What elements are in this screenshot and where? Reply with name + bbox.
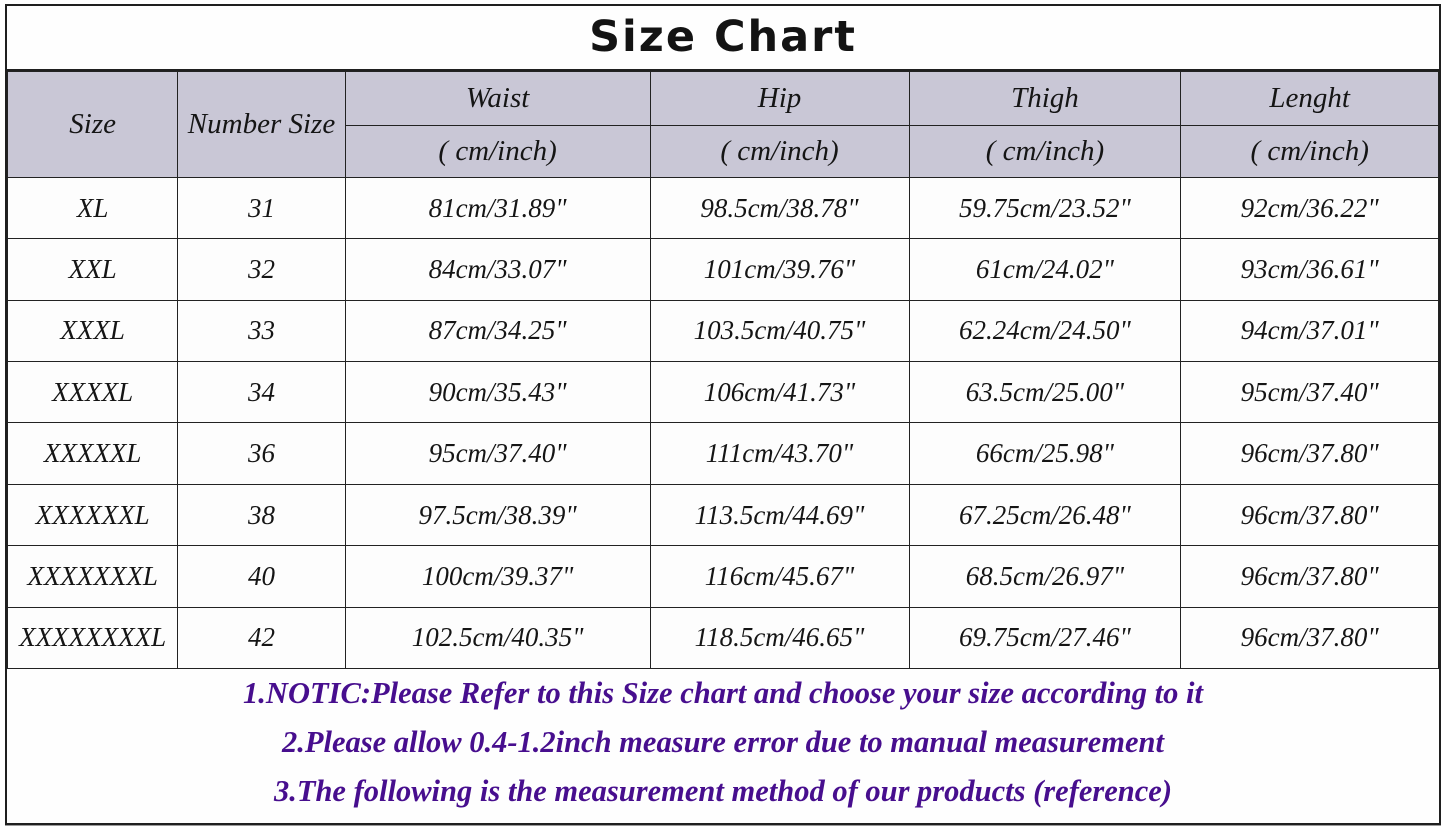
table-cell: 96cm/37.80" — [1180, 606, 1439, 670]
table-cell: XXXXXXXXL — [6, 606, 179, 670]
table-cell: 38 — [177, 483, 346, 547]
size-table-body: XL 31 81cm/31.89" 98.5cm/38.78" 59.75cm/23.5… — [6, 176, 1439, 670]
column-header-hip: Hip — [649, 70, 910, 126]
header-row-names: Size Number Size Waist Hip Thigh Lenght — [6, 70, 1439, 178]
table-cell: 62.24cm/24.50" — [908, 299, 1182, 363]
table-cell: 96cm/37.80" — [1180, 422, 1439, 485]
table-row: XXXXL 34 90cm/35.43" 106cm/41.73" 63.5cm/25.… — [6, 361, 1439, 424]
table-cell: 97.5cm/38.39" — [344, 483, 651, 547]
table-cell: XXXL — [6, 299, 179, 363]
table-row: XL 31 81cm/31.89" 98.5cm/38.78" 59.75cm/23.5… — [6, 176, 1439, 240]
table-cell: 81cm/31.89" — [344, 176, 651, 240]
table-cell: 68.5cm/26.97" — [908, 545, 1182, 608]
page-title: Size Chart — [589, 12, 857, 63]
table-cell: 100cm/39.37" — [344, 545, 651, 608]
table-cell: 90cm/35.43" — [344, 361, 651, 424]
table-cell: 93cm/36.61" — [1180, 238, 1439, 301]
table-cell: 95cm/37.40" — [1180, 361, 1439, 424]
size-chart-sheet: Size Chart Size Number Size Waist Hip Th… — [5, 4, 1441, 825]
table-cell: 31 — [177, 176, 346, 240]
table-cell: 103.5cm/40.75" — [649, 299, 910, 363]
note-line-2: 2.Please allow 0.4-1.2inch measure error… — [282, 725, 1164, 759]
table-cell: XXXXXXL — [6, 483, 179, 547]
table-cell: 84cm/33.07" — [344, 238, 651, 301]
table-cell: XXXXXXXL — [6, 545, 179, 608]
table-cell: 95cm/37.40" — [344, 422, 651, 485]
table-cell: 92cm/36.22" — [1180, 176, 1439, 240]
column-unit-waist: ( cm/inch) — [344, 124, 651, 178]
table-cell: 96cm/37.80" — [1180, 545, 1439, 608]
table-cell: 36 — [177, 422, 346, 485]
column-header-size: Size — [6, 70, 179, 178]
table-cell: 63.5cm/25.00" — [908, 361, 1182, 424]
table-cell: 102.5cm/40.35" — [344, 606, 651, 670]
table-cell: 94cm/37.01" — [1180, 299, 1439, 363]
note-line-3: 3.The following is the measurement metho… — [273, 774, 1173, 808]
table-cell: 66cm/25.98" — [908, 422, 1182, 485]
table-row: XXXXXXXL 40 100cm/39.37" 116cm/45.67" 68.5cm… — [6, 545, 1439, 608]
table-cell: 96cm/37.80" — [1180, 483, 1439, 547]
column-unit-lenght: ( cm/inch) — [1180, 124, 1439, 178]
notes-section: 1.NOTIC:Please Refer to this Size chart … — [7, 669, 1439, 823]
table-cell: 116cm/45.67" — [649, 545, 910, 608]
table-cell: 118.5cm/46.65" — [649, 606, 910, 670]
header-row-units: ( cm/inch) ( cm/inch) ( cm/inch) ( cm/in… — [8, 124, 1439, 178]
size-table-header: Size Number Size Waist Hip Thigh Lenght … — [6, 70, 1439, 178]
table-cell: 42 — [177, 606, 346, 670]
table-cell: 106cm/41.73" — [649, 361, 910, 424]
table-cell: 87cm/34.25" — [344, 299, 651, 363]
table-cell: 67.25cm/26.48" — [908, 483, 1182, 547]
table-row: XXXXXXL 38 97.5cm/38.39" 113.5cm/44.69" 67.2… — [6, 483, 1439, 547]
table-cell: 111cm/43.70" — [649, 422, 910, 485]
table-cell: XXXXXL — [6, 422, 179, 485]
table-cell: 33 — [177, 299, 346, 363]
table-cell: 113.5cm/44.69" — [649, 483, 910, 547]
title-band: Size Chart — [7, 6, 1439, 71]
column-unit-hip: ( cm/inch) — [649, 124, 910, 178]
note-line-1: 1.NOTIC:Please Refer to this Size chart … — [243, 676, 1203, 710]
table-cell: XXXXL — [6, 361, 179, 424]
column-header-number-size: Number Size — [177, 70, 346, 178]
table-cell: 59.75cm/23.52" — [908, 176, 1182, 240]
column-header-lenght: Lenght — [1180, 70, 1439, 126]
table-row: XXXXXL 36 95cm/37.40" 111cm/43.70" 66cm/25.9… — [6, 422, 1439, 485]
table-cell: XL — [6, 176, 179, 240]
table-cell: XXL — [6, 238, 179, 301]
table-cell: 34 — [177, 361, 346, 424]
column-header-thigh: Thigh — [908, 70, 1182, 126]
table-cell: 40 — [177, 545, 346, 608]
table-row: XXL 32 84cm/33.07" 101cm/39.76" 61cm/24.02" 9… — [6, 238, 1439, 301]
table-cell: 69.75cm/27.46" — [908, 606, 1182, 670]
table-cell: 32 — [177, 238, 346, 301]
table-cell: 101cm/39.76" — [649, 238, 910, 301]
column-unit-thigh: ( cm/inch) — [908, 124, 1182, 178]
table-row: XXXL 33 87cm/34.25" 103.5cm/40.75" 62.24cm/2… — [6, 299, 1439, 363]
column-header-waist: Waist — [344, 70, 651, 126]
table-cell: 61cm/24.02" — [908, 238, 1182, 301]
table-row: XXXXXXXXL 42 102.5cm/40.35" 118.5cm/46.65" 6… — [6, 606, 1439, 670]
size-table: Size Number Size Waist Hip Thigh Lenght … — [6, 70, 1439, 670]
table-cell: 98.5cm/38.78" — [649, 176, 910, 240]
